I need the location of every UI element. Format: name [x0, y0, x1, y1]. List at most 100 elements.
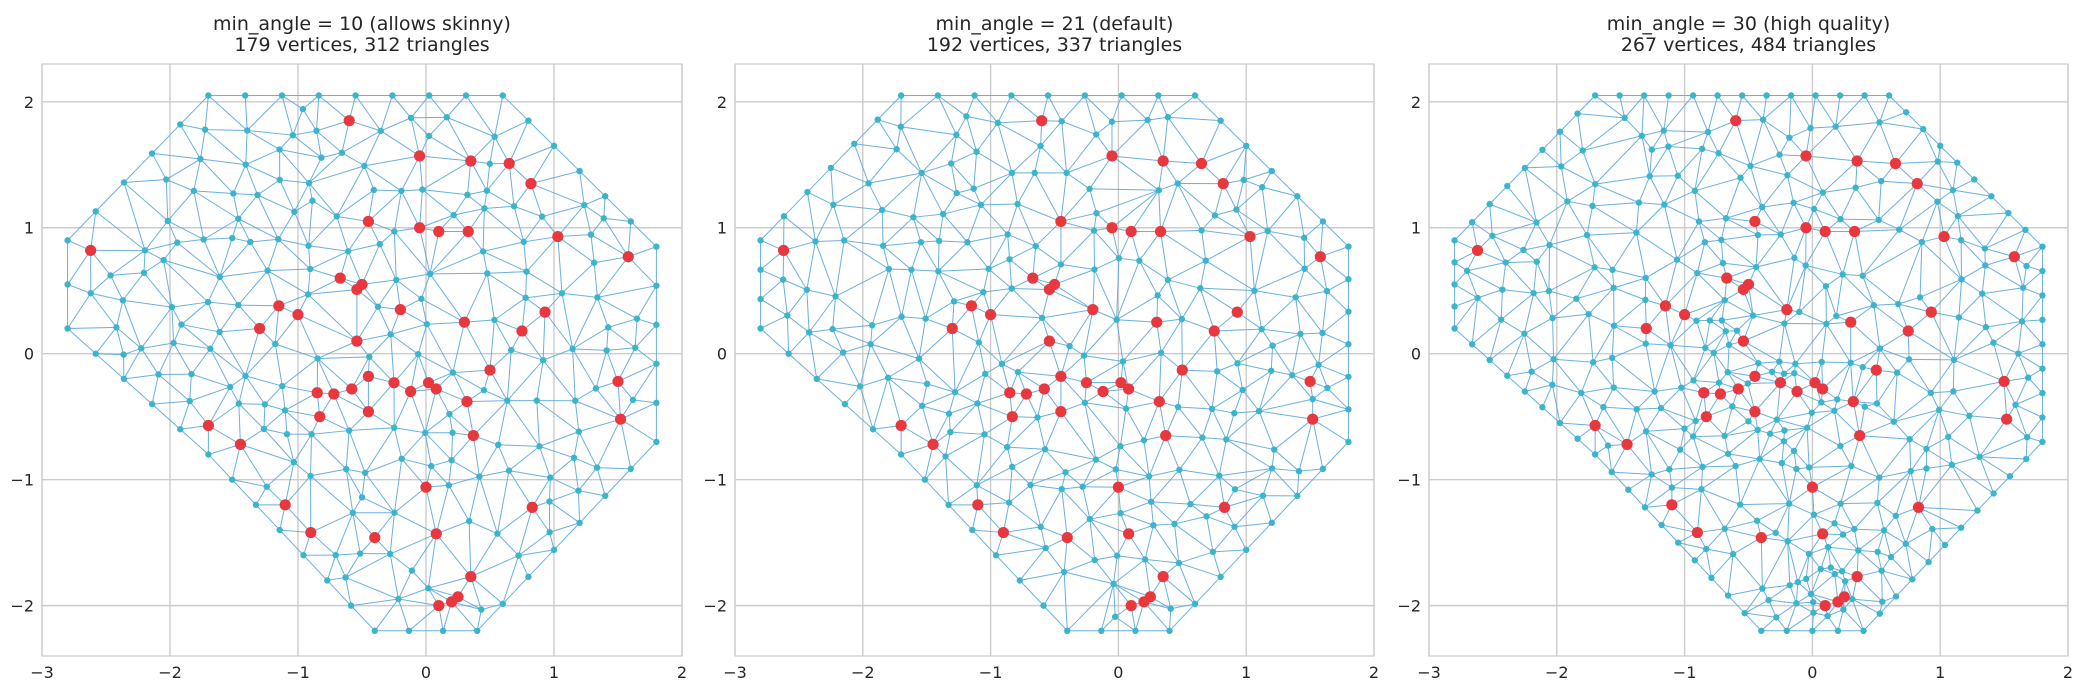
x-tick-label: 1 — [1241, 663, 1251, 682]
mesh-edge — [948, 504, 973, 531]
mesh-edge — [1536, 261, 1550, 292]
mesh-edge — [1810, 95, 1817, 129]
input-point — [1195, 157, 1208, 170]
mesh-vertex — [1729, 550, 1737, 558]
mesh-edge — [1118, 486, 1152, 503]
mesh-edge — [1477, 297, 1502, 321]
mesh-edge — [1910, 470, 1919, 508]
mesh-vertex — [1093, 209, 1100, 217]
mesh-vertex — [1521, 164, 1529, 172]
mesh-edge — [1235, 179, 1245, 210]
mesh-edge — [1787, 174, 1824, 193]
mesh-edge — [1922, 128, 1941, 147]
mesh-edge — [1664, 259, 1678, 306]
mesh-edge — [1181, 330, 1215, 371]
mesh-edge — [1066, 134, 1097, 174]
mesh-vertex — [216, 273, 224, 281]
mesh-vertex — [1950, 356, 1958, 364]
mesh-edge — [1852, 369, 1877, 402]
mesh-edge — [1194, 95, 1221, 122]
mesh-edge — [1664, 190, 1696, 206]
mesh-edge — [896, 126, 902, 150]
mesh-edge — [596, 297, 609, 328]
mesh-edge — [1928, 528, 1933, 563]
mesh-edge — [1454, 283, 1478, 299]
mesh-vertex — [885, 265, 893, 273]
mesh-edge — [1750, 165, 1788, 176]
mesh-edge — [1259, 410, 1313, 420]
mesh-edge — [207, 301, 221, 333]
mesh-edge — [1783, 427, 1808, 442]
mesh-edge — [1040, 526, 1047, 549]
mesh-edge — [411, 533, 437, 571]
mesh-edge — [244, 328, 261, 377]
mesh-edge — [143, 272, 173, 308]
mesh-edge — [429, 231, 440, 275]
mesh-vertex — [1937, 142, 1944, 150]
mesh-vertex — [1878, 177, 1885, 185]
mesh-vertex — [985, 265, 992, 273]
mesh-vertex — [387, 331, 394, 338]
mesh-edge — [429, 273, 465, 323]
mesh-vertex — [1905, 356, 1913, 363]
mesh-vertex — [1715, 150, 1722, 157]
mesh-edge — [1840, 445, 1852, 467]
mesh-edge — [274, 343, 283, 387]
mesh-edge — [976, 122, 999, 152]
mesh-edge — [1881, 570, 1897, 597]
mesh-edge — [1663, 95, 1670, 131]
mesh-vertex — [1066, 342, 1073, 350]
mesh-edge — [1236, 186, 1263, 210]
mesh-edge — [549, 490, 579, 502]
mesh-vertex — [1699, 463, 1706, 471]
mesh-edge — [249, 241, 269, 271]
mesh-edge — [2014, 404, 2028, 438]
mesh-edge — [1670, 345, 1682, 388]
mesh-edge — [948, 392, 956, 414]
mesh-edge — [1592, 205, 1637, 234]
mesh-edge — [1905, 543, 1913, 580]
mesh-edge — [463, 273, 488, 323]
mesh-vertex — [1558, 163, 1565, 170]
input-point — [1157, 571, 1169, 583]
mesh-edge — [1115, 468, 1150, 477]
mesh-edge — [1775, 503, 1790, 534]
mesh-edge — [1851, 598, 1864, 631]
mesh-edge — [389, 553, 413, 571]
mesh-vertex — [1785, 500, 1793, 507]
mesh-edge — [1011, 466, 1031, 486]
mesh-edge — [1727, 554, 1734, 596]
mesh-vertex — [87, 290, 94, 297]
input-point — [1006, 411, 1018, 423]
mesh-edge — [1835, 126, 1858, 162]
mesh-edge — [835, 295, 873, 326]
mesh-vertex — [1008, 92, 1015, 99]
mesh-vertex — [2022, 455, 2030, 463]
mesh-edge — [1060, 212, 1097, 222]
mesh-edge — [530, 145, 555, 184]
mesh-edge — [1114, 616, 1136, 632]
mesh-edge — [1548, 290, 1577, 300]
mesh-vertex — [1564, 198, 1571, 205]
mesh-edge — [1034, 145, 1042, 173]
mesh-edge — [1937, 161, 1958, 164]
mesh-vertex — [945, 501, 952, 509]
mesh-vertex — [1827, 564, 1834, 571]
mesh-edge — [859, 377, 889, 387]
mesh-edge — [1582, 117, 1625, 151]
input-point — [1020, 388, 1032, 400]
mesh-edge — [1840, 477, 1880, 505]
mesh-edge — [1709, 320, 1727, 332]
mesh-edge — [1017, 203, 1062, 222]
input-point — [234, 438, 246, 450]
mesh-vertex — [1737, 174, 1744, 181]
mesh-edge — [806, 289, 836, 297]
mesh-edge — [1854, 528, 1885, 531]
mesh-edge — [1780, 234, 1795, 259]
mesh-edge — [1702, 453, 1729, 468]
mesh-edge — [1177, 370, 1183, 408]
mesh-edge — [1138, 231, 1161, 262]
mesh-edge — [1888, 95, 1907, 113]
mesh-edge — [278, 238, 309, 247]
mesh-edge — [1786, 175, 1795, 203]
